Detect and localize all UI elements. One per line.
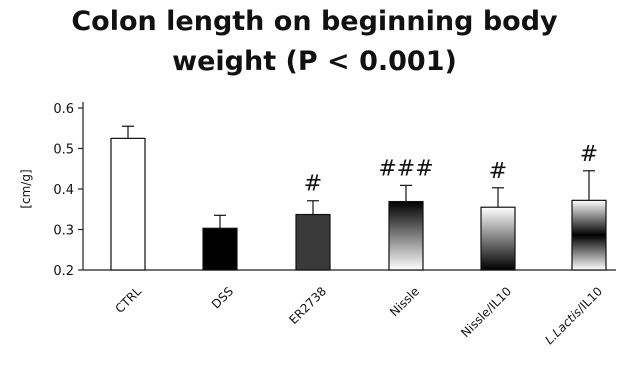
bar-6 [571, 199, 607, 271]
axes: 0.2 0.3 0.4 0.5 0.6 [cm/g] [19, 102, 616, 279]
y-tick-label: 0.6 [53, 102, 74, 117]
chart-title-line-1: Colon length on beginning body [71, 6, 558, 37]
y-tick-label: 0.5 [53, 143, 74, 158]
category-label-6: L.Lactis/IL10 [542, 284, 605, 347]
significance-marker-5: # [489, 159, 507, 184]
labels: CTRL DSS # ER2738 ### Nissle # Nissle/IL10 # L.La… [112, 142, 605, 347]
bar-3 [295, 213, 331, 271]
y-tick-label: 0.2 [53, 264, 74, 279]
bar-2 [202, 227, 238, 271]
category-label-4: Nissle [387, 284, 422, 319]
bars [110, 125, 607, 271]
chart-title-line-2: weight (P < 0.001) [172, 46, 457, 77]
category-label-italic-part: L.Lactis [542, 305, 584, 347]
category-label-2: DSS [209, 284, 236, 311]
significance-marker-6: # [580, 142, 598, 167]
category-label-regular-part: /IL10 [574, 284, 605, 315]
y-tick-label: 0.3 [53, 224, 74, 239]
category-label-1: CTRL [112, 284, 144, 316]
bar-1 [110, 137, 146, 271]
bar-5 [480, 206, 516, 271]
y-axis-label: [cm/g] [19, 169, 33, 208]
category-label-3: ER2738 [286, 284, 329, 327]
significance-marker-3: # [304, 172, 322, 197]
significance-marker-4: ### [378, 156, 433, 181]
bar-4 [388, 200, 424, 271]
y-tick-label: 0.4 [53, 183, 74, 198]
category-label-5: Nissle/IL10 [458, 284, 514, 340]
